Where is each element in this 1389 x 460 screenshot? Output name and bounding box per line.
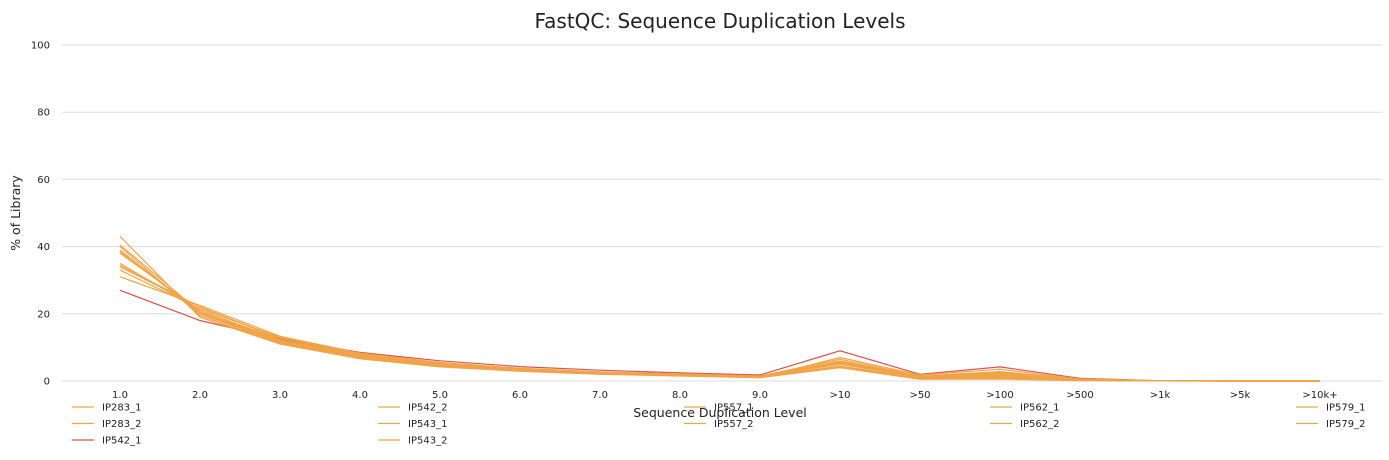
legend-item-ip562_2[interactable]: IP562_2 bbox=[1020, 419, 1059, 430]
x-tick-label: 1.0 bbox=[112, 390, 128, 401]
x-tick-label: >10 bbox=[829, 390, 850, 401]
x-tick-label: 9.0 bbox=[752, 390, 768, 401]
x-tick-label: >10k+ bbox=[1302, 390, 1337, 401]
series-line-ip542_1 bbox=[119, 289, 1320, 382]
x-tick-label: 5.0 bbox=[432, 390, 448, 401]
legend-item-ip557_2[interactable]: IP557_2 bbox=[714, 419, 753, 430]
legend-item-ip543_2[interactable]: IP543_2 bbox=[408, 436, 447, 447]
legend-item-ip542_2[interactable]: IP542_2 bbox=[408, 403, 447, 414]
x-tick-labels: 1.0 2.0 3.0 4.0 5.0 6.0 7.0 8.0 9.0 >10 >50 >100 >50… bbox=[112, 390, 1338, 401]
x-tick-label: 7.0 bbox=[592, 390, 608, 401]
series-lines bbox=[119, 236, 1320, 382]
y-tick-label: 60 bbox=[37, 175, 50, 186]
x-tick-label: 3.0 bbox=[272, 390, 288, 401]
series-line-ip283_1 bbox=[119, 252, 1320, 382]
legend-item-ip579_2[interactable]: IP579_2 bbox=[1326, 419, 1365, 430]
y-tick-label: 0 bbox=[44, 377, 50, 388]
x-tick-label: >100 bbox=[986, 390, 1013, 401]
y-tick-labels: 0 20 40 60 80 100 bbox=[31, 41, 50, 388]
series-line-ip562_2 bbox=[119, 251, 1320, 382]
y-tick-label: 40 bbox=[37, 242, 50, 253]
series-line-ip557_2 bbox=[119, 262, 1320, 382]
series-line-ip283_2 bbox=[119, 266, 1320, 382]
y-tick-label: 80 bbox=[37, 108, 50, 119]
chart-title: FastQC: Sequence Duplication Levels bbox=[534, 9, 905, 33]
legend-item-ip542_1[interactable]: IP542_1 bbox=[102, 436, 141, 447]
x-tick-label: >500 bbox=[1066, 390, 1093, 401]
series-line-ip557_1 bbox=[119, 249, 1320, 382]
x-axis-label: Sequence Duplication Level bbox=[633, 405, 807, 420]
x-tick-label: >50 bbox=[909, 390, 930, 401]
y-tick-label: 100 bbox=[31, 41, 50, 52]
y-tick-label: 20 bbox=[37, 309, 50, 320]
series-line-ip542_2 bbox=[119, 244, 1320, 382]
x-tick-label: >1k bbox=[1150, 390, 1171, 401]
x-tick-label: 6.0 bbox=[512, 390, 528, 401]
legend-item-ip283_1[interactable]: IP283_1 bbox=[102, 403, 141, 414]
series-line-ip543_2 bbox=[119, 276, 1320, 382]
y-axis-label: % of Library bbox=[8, 175, 23, 251]
series-line-ip543_1 bbox=[119, 269, 1320, 382]
x-tick-label: 4.0 bbox=[352, 390, 368, 401]
x-tick-label: >5k bbox=[1230, 390, 1251, 401]
x-tick-label: 2.0 bbox=[192, 390, 208, 401]
legend-item-ip543_1[interactable]: IP543_1 bbox=[408, 419, 447, 430]
series-line-ip579_1 bbox=[119, 236, 1320, 382]
legend-item-ip283_2[interactable]: IP283_2 bbox=[102, 419, 141, 430]
series-line-ip579_2 bbox=[119, 264, 1320, 382]
legend-item-ip562_1[interactable]: IP562_1 bbox=[1020, 403, 1059, 414]
legend-item-ip579_1[interactable]: IP579_1 bbox=[1326, 403, 1365, 414]
legend-item-ip557_1[interactable]: IP557_1 bbox=[714, 403, 753, 414]
legend: IP283_1 IP283_2 IP542_1 IP542_2 IP543_1 IP543… bbox=[72, 403, 1365, 447]
x-tick-label: 8.0 bbox=[672, 390, 688, 401]
